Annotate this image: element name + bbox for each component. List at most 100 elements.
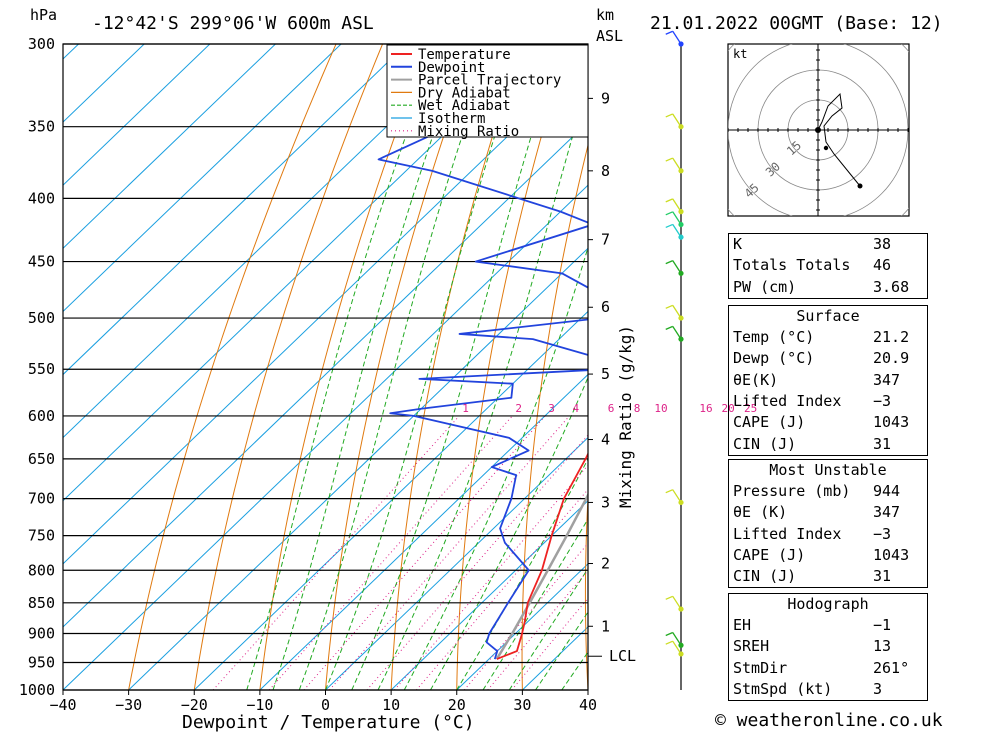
wind-barb-flag xyxy=(665,304,674,309)
isotherm-line xyxy=(63,44,539,502)
stat-row: EH −1 xyxy=(729,615,925,636)
legend-label: Dewpoint xyxy=(418,60,485,76)
stat-row: SREH 13 xyxy=(729,636,925,657)
stat-value: 347 xyxy=(873,503,901,522)
km-tick-label: 6 xyxy=(601,298,610,316)
stat-value: 31 xyxy=(873,434,892,453)
stat-value: 261° xyxy=(873,658,910,677)
hodograph-stats-title: Hodograph xyxy=(787,595,869,613)
isotherm-line xyxy=(0,44,13,690)
km-tick-label: 3 xyxy=(601,493,610,511)
km-tick-label: 4 xyxy=(601,431,610,449)
stat-value: 3 xyxy=(873,680,883,699)
km-unit-label: km xyxy=(596,6,614,24)
wind-barb-flag xyxy=(665,325,674,330)
pressure-tick-label: 700 xyxy=(28,490,55,508)
hodograph-trace xyxy=(817,92,861,187)
stat-row: θE (K) 347 xyxy=(729,502,925,523)
wind-barb-flag xyxy=(665,211,674,216)
wind-level-dot xyxy=(678,606,684,612)
legend-label: Mixing Ratio xyxy=(418,124,519,140)
stat-row: Lifted Index −3 xyxy=(729,391,925,412)
pressure-tick-label: 550 xyxy=(28,360,55,378)
mixing-ratio-line xyxy=(366,434,588,690)
copyright[interactable]: © weatheronline.co.uk xyxy=(715,710,943,731)
legend-label: Dry Adiabat xyxy=(418,85,511,101)
stat-value: 46 xyxy=(873,256,892,275)
mixing-ratio-label: 2 xyxy=(515,402,522,415)
wind-level-dot xyxy=(678,315,684,321)
pressure-tick-label: 500 xyxy=(28,309,55,327)
pressure-tick-label: 650 xyxy=(28,450,55,468)
mixing-ratio-line xyxy=(511,597,588,690)
stat-row: Lifted Index −3 xyxy=(729,524,925,545)
mixing-ratio-label: 8 xyxy=(634,402,641,415)
legend-label: Temperature xyxy=(418,47,511,63)
stat-row: K 38 xyxy=(729,234,925,255)
stat-value: 31 xyxy=(873,567,892,586)
most-unstable-box: Most Unstable Pressure (mb) 944 θE (K) 347 L… xyxy=(728,459,928,589)
dry-adiabat-line xyxy=(128,44,337,690)
mixing-ratio-label: 6 xyxy=(608,402,615,415)
isotherm-line xyxy=(128,247,588,690)
wind-level-dot xyxy=(678,270,684,276)
dry-adiabat-line xyxy=(647,44,708,690)
stat-value: −3 xyxy=(873,392,892,411)
km-tick-label: 9 xyxy=(601,89,610,107)
stat-row: CAPE (J) 1043 xyxy=(729,545,925,566)
pressure-tick-label: 350 xyxy=(28,118,55,136)
isotherm-line xyxy=(63,121,588,628)
wind-barb-flag xyxy=(665,631,674,637)
stat-label: CAPE (J) xyxy=(733,413,806,432)
indices-box: K 38 Totals Totals 46 PW (cm) 3.68 xyxy=(728,233,928,299)
wind-barb-flag xyxy=(665,30,674,35)
stat-value: 3.68 xyxy=(873,277,910,296)
mixing-ratio-label: 4 xyxy=(572,402,579,415)
mixing-ratio-label: 10 xyxy=(654,402,667,415)
legend-label: Isotherm xyxy=(418,111,485,127)
legend-label: Parcel Trajectory xyxy=(418,73,561,89)
dry-adiabat-line xyxy=(456,44,570,690)
stat-row: Temp (°C) 21.2 xyxy=(729,327,925,348)
stat-label: EH xyxy=(733,616,752,635)
dry-adiabat-line xyxy=(979,44,1000,690)
mixing-ratio-label: 3 xyxy=(548,402,555,415)
wind-barb-flag xyxy=(665,640,674,645)
isotherm-line xyxy=(325,436,588,690)
stat-row: CAPE (J) 1043 xyxy=(729,412,925,433)
pressure-tick-label: 800 xyxy=(28,561,55,579)
series-temperature xyxy=(496,452,588,660)
isotherm-line xyxy=(63,58,588,565)
km-tick-label: 5 xyxy=(601,365,610,383)
stat-label: PW (cm) xyxy=(733,277,797,296)
stat-label: θE (K) xyxy=(733,503,788,522)
wind-level-dot xyxy=(678,642,684,648)
surface-box: Surface Temp (°C) 21.2 Dewp (°C) 20.9 θE(K) 3… xyxy=(728,305,928,456)
stat-row: Totals Totals 46 xyxy=(729,255,925,276)
surface-title: Surface xyxy=(796,307,860,325)
wind-barb-flag xyxy=(665,198,674,203)
stat-value: −1 xyxy=(873,616,892,635)
mixing-ratio-label: 16 xyxy=(699,402,712,415)
stat-label: θE(K) xyxy=(733,370,779,389)
x-tick-label: 30 xyxy=(513,696,531,714)
location-title: -12°42'S 299°06'W 600m ASL xyxy=(92,13,374,34)
stat-label: StmDir xyxy=(733,658,788,677)
km-tick-label: 1 xyxy=(601,617,610,635)
x-tick-label: 10 xyxy=(382,696,400,714)
wind-level-dot xyxy=(678,41,684,47)
wind-level-dot xyxy=(678,221,684,228)
wind-level-dot xyxy=(678,651,684,657)
x-tick-label: −10 xyxy=(246,696,273,714)
lcl-label: LCL xyxy=(609,647,636,665)
temperature-axis: −40 −30 −20 −10 0 10 20 30 40 xyxy=(49,690,597,714)
pressure-tick-label: 450 xyxy=(28,253,55,271)
wind-level-dot xyxy=(678,168,684,174)
stat-label: Pressure (mb) xyxy=(733,482,851,501)
wind-barb-flag xyxy=(665,595,674,600)
height-axis: 1 2 3 4 5 6 7 8 9 LCL xyxy=(588,89,636,665)
pressure-tick-label: 900 xyxy=(28,624,55,642)
date-title: 21.01.2022 00GMT (Base: 12) xyxy=(650,13,943,34)
hodograph-unit: kt xyxy=(733,47,747,61)
